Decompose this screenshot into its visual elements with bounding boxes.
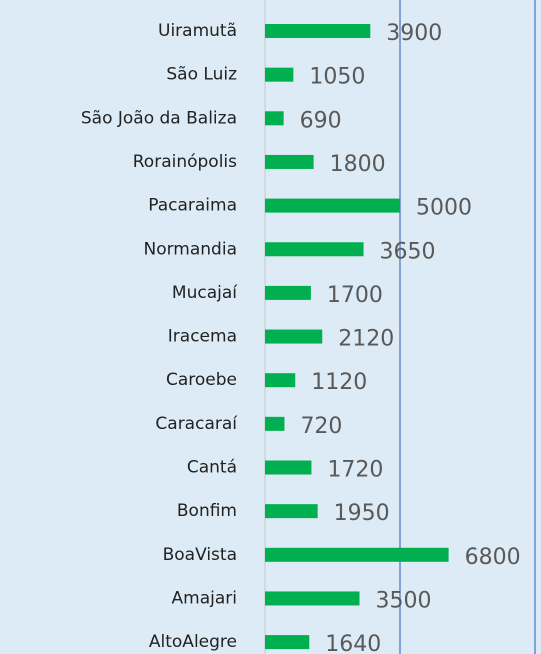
value-label: 1640 xyxy=(325,632,381,654)
value-label: 3500 xyxy=(376,588,432,613)
value-label: 2120 xyxy=(338,327,394,352)
bar xyxy=(265,591,360,606)
value-label: 6800 xyxy=(465,545,521,570)
bar xyxy=(265,416,285,431)
category-label: Pacaraima xyxy=(148,196,237,216)
bar xyxy=(265,198,400,213)
bar xyxy=(265,285,311,300)
value-label: 1720 xyxy=(327,458,383,483)
category-label: Amajari xyxy=(172,588,237,608)
category-label: BoaVista xyxy=(163,545,237,565)
bar xyxy=(265,24,371,38)
category-label: AltoAlegre xyxy=(149,632,237,652)
category-label: São João da Baliza xyxy=(81,108,237,128)
category-label: Caracaraí xyxy=(155,414,238,434)
category-label: Normandia xyxy=(144,239,238,259)
bar xyxy=(265,373,296,388)
value-label: 3650 xyxy=(380,239,436,264)
category-label: Uiramutã xyxy=(158,21,237,41)
bar xyxy=(265,460,312,475)
value-label: 690 xyxy=(300,108,342,133)
value-label: 5000 xyxy=(416,196,472,221)
bar xyxy=(265,67,294,82)
value-label: 1120 xyxy=(311,370,367,395)
bar xyxy=(265,329,323,344)
category-label: Rorainópolis xyxy=(133,152,237,172)
bar xyxy=(265,111,284,126)
category-label: Bonfim xyxy=(177,501,237,521)
value-label: 1050 xyxy=(309,65,365,90)
value-label: 1950 xyxy=(334,501,390,526)
value-label: 3900 xyxy=(386,21,442,46)
bar xyxy=(265,154,314,169)
category-label: Iracema xyxy=(168,327,237,347)
bar xyxy=(265,635,310,650)
category-label: Mucajaí xyxy=(172,283,238,303)
bar xyxy=(265,547,449,562)
value-label: 1700 xyxy=(327,283,383,308)
category-label: Cantá xyxy=(187,458,237,478)
value-label: 1800 xyxy=(330,152,386,177)
bar xyxy=(265,242,364,257)
category-label: São Luiz xyxy=(166,65,237,85)
bar xyxy=(265,504,318,519)
value-label: 720 xyxy=(300,414,342,439)
category-label: Caroebe xyxy=(166,370,237,390)
